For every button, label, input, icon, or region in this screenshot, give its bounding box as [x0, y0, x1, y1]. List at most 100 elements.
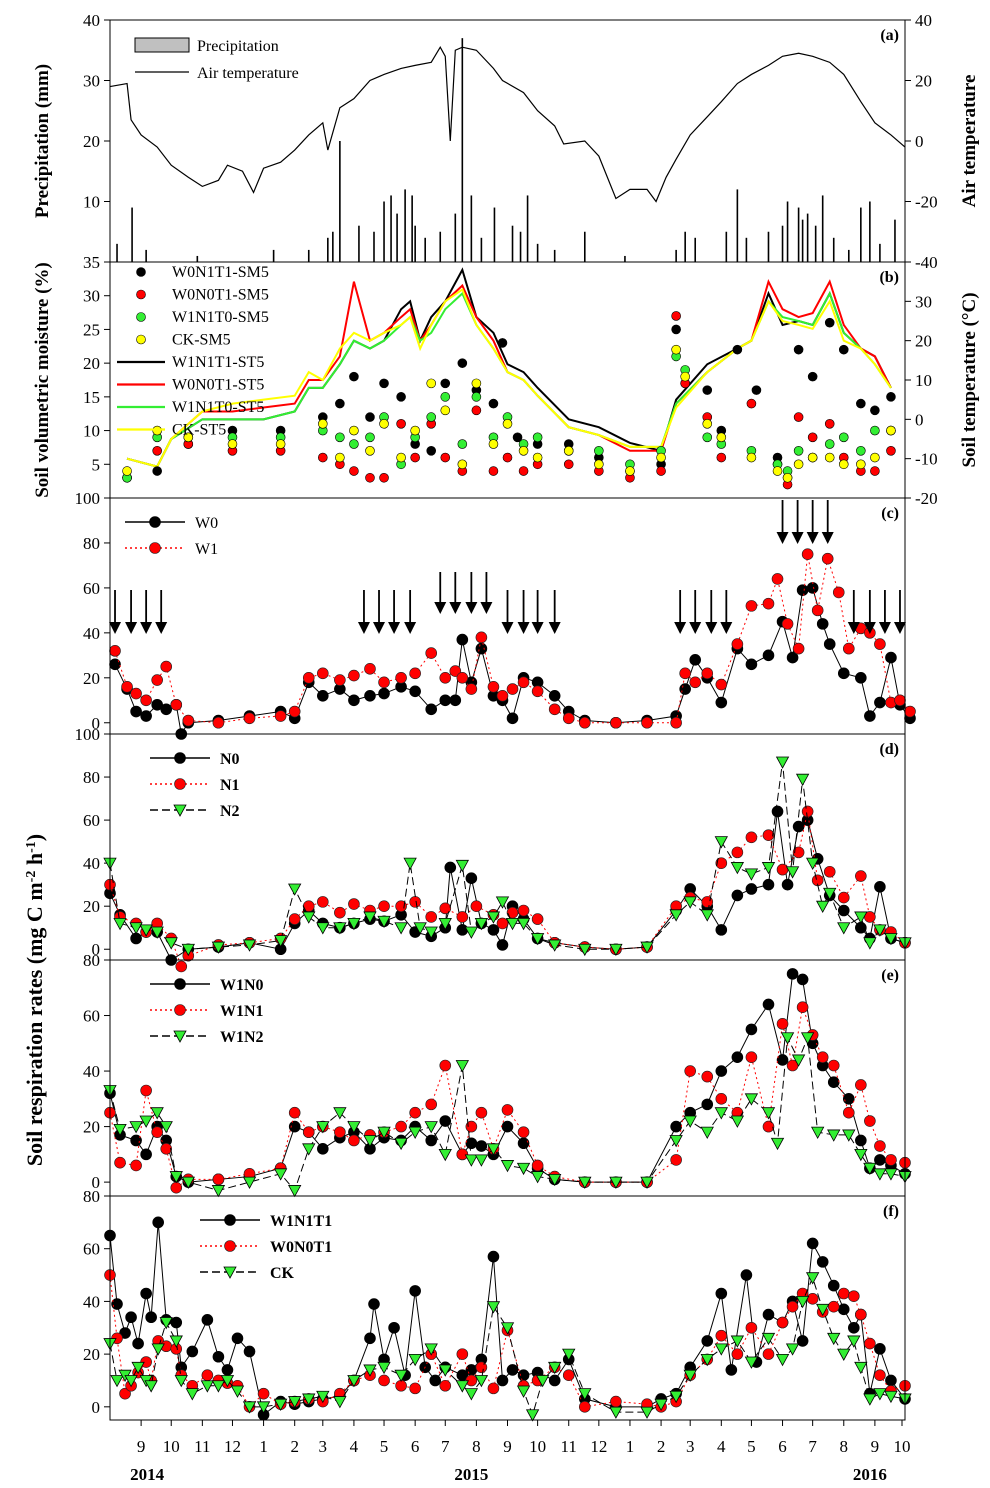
series-point [786, 968, 799, 980]
series-point [715, 678, 728, 691]
series-point [516, 1385, 531, 1398]
series-point [474, 1375, 489, 1388]
series-point [109, 658, 121, 671]
series-point [438, 1148, 452, 1162]
series-point [801, 548, 814, 560]
series-point [842, 1106, 855, 1119]
series-point [394, 922, 408, 935]
y2tick-label: 40 [915, 11, 932, 30]
series-point [792, 820, 805, 833]
soil-moisture-point [671, 344, 681, 355]
soil-moisture-point [426, 412, 437, 422]
series-point [378, 900, 390, 912]
panel-f: 0 20 40 60 80 (f) W1N1T1 W0N0T1 CK [83, 1187, 912, 1422]
series-point [796, 584, 809, 596]
xtick-label: 9 [871, 1437, 880, 1456]
series-point [378, 1374, 390, 1387]
series-point [714, 1107, 728, 1120]
series-point [316, 1121, 330, 1134]
series-point [806, 1237, 819, 1250]
soil-moisture-point [716, 452, 727, 463]
series-point [641, 716, 653, 729]
series-point [837, 1303, 850, 1316]
series-point [456, 924, 469, 936]
series-point [170, 1316, 183, 1329]
series-point [496, 1374, 509, 1387]
legend-label: W0 [195, 515, 218, 532]
arrow-head [434, 602, 447, 614]
precip-bar [814, 225, 817, 262]
year-label: 2016 [853, 1465, 887, 1484]
soil-moisture-point [349, 439, 359, 449]
series-point [805, 857, 820, 870]
series-point [744, 868, 759, 881]
series-point [701, 1098, 714, 1111]
soil-moisture-point [563, 445, 574, 456]
series-point [151, 1126, 163, 1138]
xtick-label: 8 [472, 1437, 481, 1456]
panel-label: (d) [879, 741, 899, 758]
series-point [548, 689, 561, 702]
series-point [894, 694, 906, 707]
soil-moisture-point [838, 459, 849, 470]
series-point [517, 904, 530, 917]
soil-moisture-point [152, 466, 162, 476]
series-point [725, 1364, 738, 1376]
series-point [796, 973, 809, 986]
series-point [731, 638, 744, 650]
panel-b: 5 10 15 20 25 30 35 (b) -20 -10 0 10 20 30 Soil volume… [32, 253, 980, 508]
series-point [771, 573, 784, 585]
series-point [334, 674, 346, 686]
soil-moisture-point [518, 466, 529, 476]
series-point [145, 1311, 157, 1324]
legend-label: W0N1T1-SM5 [172, 264, 269, 281]
series-point [409, 685, 421, 698]
year-label: 2014 [130, 1465, 165, 1484]
series-point [517, 1137, 530, 1150]
series-point [160, 703, 173, 716]
soil-moisture-point [365, 412, 375, 422]
series-point [640, 1176, 654, 1189]
series-point [377, 1126, 391, 1139]
series-point [501, 1104, 514, 1116]
soil-moisture-point [886, 425, 896, 436]
ytick-label: 15 [83, 388, 100, 407]
soil-moisture-point [335, 452, 345, 463]
series-point [160, 1143, 173, 1155]
series-point [516, 918, 531, 931]
series-point [744, 1093, 759, 1106]
series-point [827, 1332, 841, 1346]
series-point [242, 1176, 257, 1189]
series-point [348, 898, 360, 910]
xtick-label: 6 [411, 1437, 420, 1456]
series-point [409, 1106, 421, 1119]
legend-marker [149, 516, 161, 528]
arrow-head [776, 532, 789, 544]
series-point [885, 1154, 897, 1166]
ytick-label: 10 [83, 193, 100, 212]
legend-label: W1N1T1-ST5 [172, 354, 264, 371]
arrow-head [140, 622, 153, 634]
precip-bar [675, 249, 677, 262]
series-point [140, 1287, 152, 1300]
series-point [475, 642, 488, 655]
series-point [243, 712, 256, 725]
series-point [456, 911, 469, 923]
arrow-head [357, 622, 370, 634]
soil-moisture-point [365, 445, 375, 456]
soil-moisture-point [702, 432, 713, 443]
arrow-head [388, 622, 401, 634]
arrow-head [893, 622, 906, 634]
series-point [333, 1396, 347, 1409]
xtick-label: 1 [259, 1437, 268, 1456]
series-point [745, 600, 758, 612]
shared-ylabel-end: ) [22, 834, 47, 841]
series-point [745, 1321, 758, 1334]
series-point [182, 714, 195, 727]
soil-moisture-point [838, 344, 849, 355]
series-point [150, 926, 164, 939]
soil-moisture-point [426, 378, 437, 389]
precip-bar [801, 219, 804, 262]
y2tick-label: -20 [915, 193, 938, 212]
soil-moisture-point [396, 452, 406, 463]
